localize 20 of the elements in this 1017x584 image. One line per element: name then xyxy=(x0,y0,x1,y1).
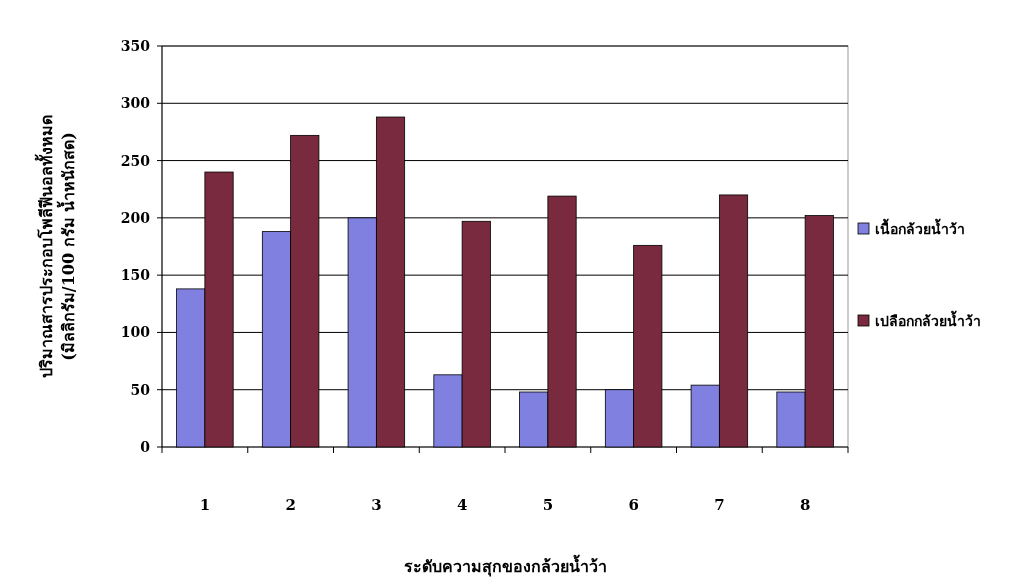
x-tick-label: 1 xyxy=(199,496,211,514)
y-tick-label: 250 xyxy=(120,152,151,169)
legend-label: เปลือกกล้วยน้ำว้า xyxy=(875,310,981,329)
y-axis-title: ปริมาณสารประกอบโพลีฟีนอลทั้งหมด (มิลลิกรัม/100 กรัม น้ำหนักสด) xyxy=(34,115,78,378)
x-axis-title: ระดับความสุกของกล้วยน้ำว้า xyxy=(403,554,607,577)
y-tick-label: 50 xyxy=(130,381,151,398)
x-tick-label: 7 xyxy=(714,496,725,514)
x-tick-label: 3 xyxy=(371,496,382,514)
x-tick-label: 5 xyxy=(542,496,554,514)
x-tick-label: 8 xyxy=(799,496,811,514)
y-tick-label: 150 xyxy=(120,267,151,284)
y-tick-label: 350 xyxy=(120,38,151,54)
x-tick-label: 2 xyxy=(285,496,296,514)
y-tick-label: 100 xyxy=(120,324,151,341)
y-tick-label: 200 xyxy=(120,209,151,226)
legend-label: เนื้อกล้วยน้ำว้า xyxy=(875,218,965,237)
y-tick-label: 0 xyxy=(140,439,151,455)
x-tick-label: 6 xyxy=(628,496,639,514)
x-tick-label: 4 xyxy=(456,496,468,514)
y-tick-label: 300 xyxy=(120,95,151,112)
